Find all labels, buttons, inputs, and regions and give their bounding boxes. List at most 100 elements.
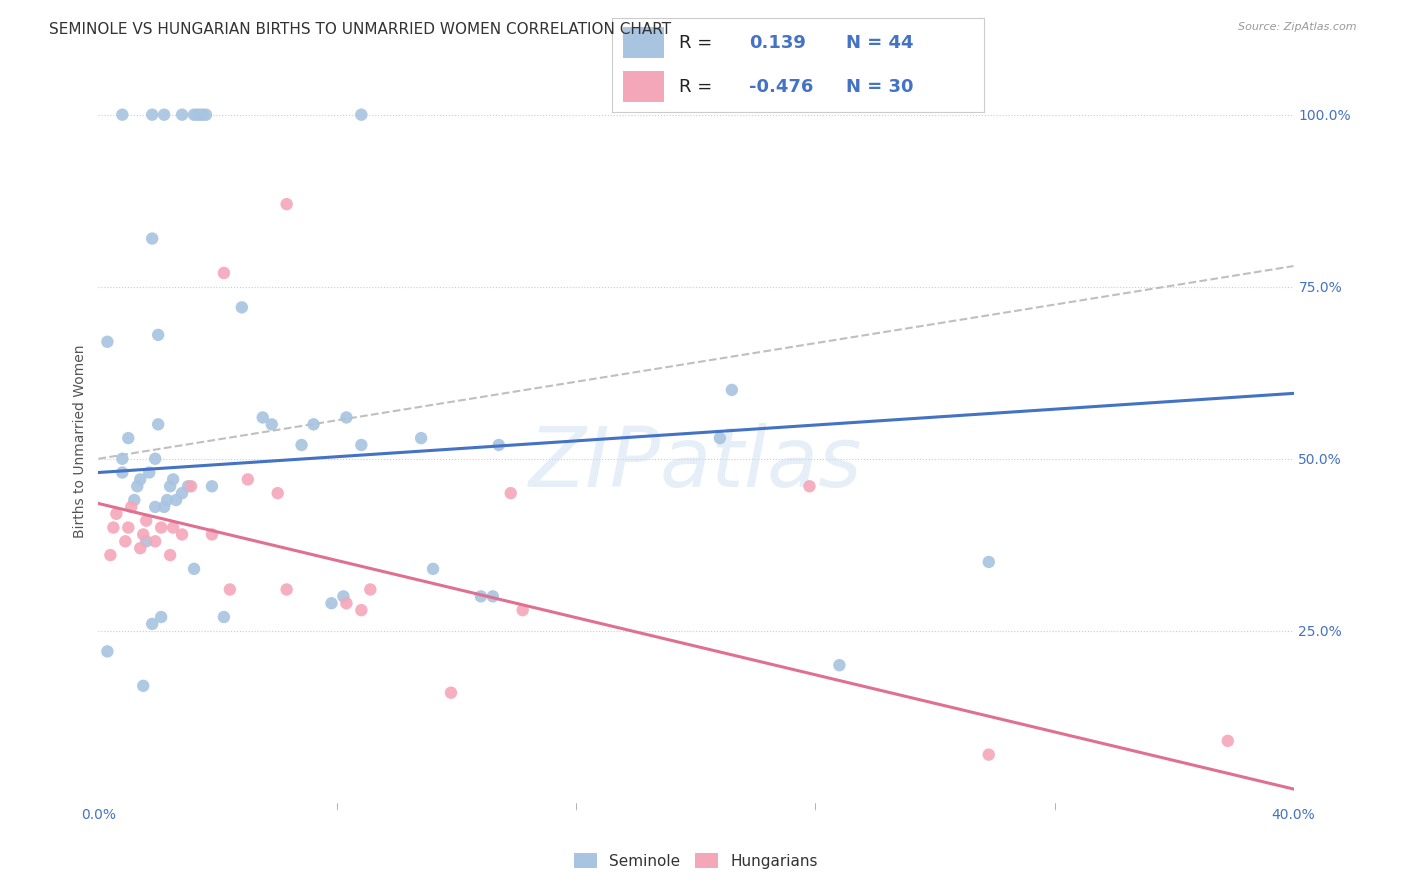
- Point: [332, 590, 354, 604]
- Point: [172, 108, 194, 122]
- Point: [721, 383, 744, 397]
- Point: [96, 334, 118, 349]
- Point: [276, 197, 298, 211]
- Y-axis label: Births to Unmarried Women: Births to Unmarried Women: [73, 345, 87, 538]
- Point: [799, 479, 821, 493]
- Point: [302, 417, 325, 432]
- Point: [148, 327, 170, 342]
- Point: [828, 658, 851, 673]
- Point: [162, 472, 184, 486]
- Point: [143, 451, 166, 466]
- Point: [150, 520, 173, 534]
- Point: [212, 610, 235, 624]
- Point: [96, 644, 118, 658]
- Text: N = 30: N = 30: [846, 78, 914, 96]
- Point: [111, 451, 134, 466]
- Point: [153, 108, 176, 122]
- Point: [195, 108, 218, 122]
- Point: [350, 108, 373, 122]
- Point: [470, 590, 492, 604]
- Point: [440, 686, 463, 700]
- Point: [335, 596, 357, 610]
- Point: [132, 679, 155, 693]
- Point: [162, 520, 184, 534]
- Point: [156, 493, 179, 508]
- Point: [321, 596, 343, 610]
- Point: [499, 486, 522, 500]
- Point: [1216, 734, 1239, 748]
- Point: [129, 541, 152, 556]
- Point: [141, 108, 163, 122]
- Point: [132, 527, 155, 541]
- Point: [411, 431, 433, 445]
- Point: [260, 417, 283, 432]
- Point: [977, 555, 1000, 569]
- Text: N = 44: N = 44: [846, 34, 914, 52]
- Point: [236, 472, 259, 486]
- Point: [231, 301, 253, 315]
- Point: [201, 527, 224, 541]
- Text: Source: ZipAtlas.com: Source: ZipAtlas.com: [1239, 22, 1357, 32]
- FancyBboxPatch shape: [623, 28, 664, 58]
- Point: [183, 108, 205, 122]
- Point: [111, 108, 134, 122]
- Point: [114, 534, 136, 549]
- Point: [177, 479, 200, 493]
- Point: [159, 548, 181, 562]
- FancyBboxPatch shape: [623, 71, 664, 103]
- Point: [191, 108, 214, 122]
- Point: [172, 527, 194, 541]
- Point: [172, 486, 194, 500]
- Point: [183, 562, 205, 576]
- Point: [201, 479, 224, 493]
- Point: [148, 417, 170, 432]
- Point: [422, 562, 444, 576]
- Point: [267, 486, 290, 500]
- Point: [135, 534, 157, 549]
- Point: [512, 603, 534, 617]
- Point: [129, 472, 152, 486]
- Point: [141, 231, 163, 245]
- Point: [977, 747, 1000, 762]
- Text: -0.476: -0.476: [749, 78, 814, 96]
- Legend: Seminole, Hungarians: Seminole, Hungarians: [568, 847, 824, 875]
- Point: [141, 616, 163, 631]
- Point: [212, 266, 235, 280]
- Text: 0.139: 0.139: [749, 34, 807, 52]
- Point: [335, 410, 357, 425]
- Text: SEMINOLE VS HUNGARIAN BIRTHS TO UNMARRIED WOMEN CORRELATION CHART: SEMINOLE VS HUNGARIAN BIRTHS TO UNMARRIE…: [49, 22, 671, 37]
- Point: [180, 479, 202, 493]
- Point: [111, 466, 134, 480]
- Point: [153, 500, 176, 514]
- Point: [350, 438, 373, 452]
- Point: [291, 438, 314, 452]
- Point: [488, 438, 510, 452]
- Point: [482, 590, 505, 604]
- Point: [186, 108, 208, 122]
- Point: [165, 493, 187, 508]
- Point: [124, 493, 146, 508]
- Point: [135, 514, 157, 528]
- Point: [117, 431, 139, 445]
- Point: [117, 520, 139, 534]
- Point: [350, 603, 373, 617]
- Point: [105, 507, 128, 521]
- Point: [143, 500, 166, 514]
- Point: [159, 479, 181, 493]
- Point: [276, 582, 298, 597]
- Point: [252, 410, 274, 425]
- Point: [150, 610, 173, 624]
- Text: R =: R =: [679, 78, 711, 96]
- Text: ZIPatlas: ZIPatlas: [529, 423, 863, 504]
- Point: [188, 108, 211, 122]
- Point: [143, 534, 166, 549]
- Point: [359, 582, 381, 597]
- Text: R =: R =: [679, 34, 711, 52]
- Point: [103, 520, 125, 534]
- Point: [98, 548, 122, 562]
- Point: [127, 479, 149, 493]
- Point: [138, 466, 160, 480]
- Point: [120, 500, 142, 514]
- Point: [709, 431, 731, 445]
- Point: [219, 582, 242, 597]
